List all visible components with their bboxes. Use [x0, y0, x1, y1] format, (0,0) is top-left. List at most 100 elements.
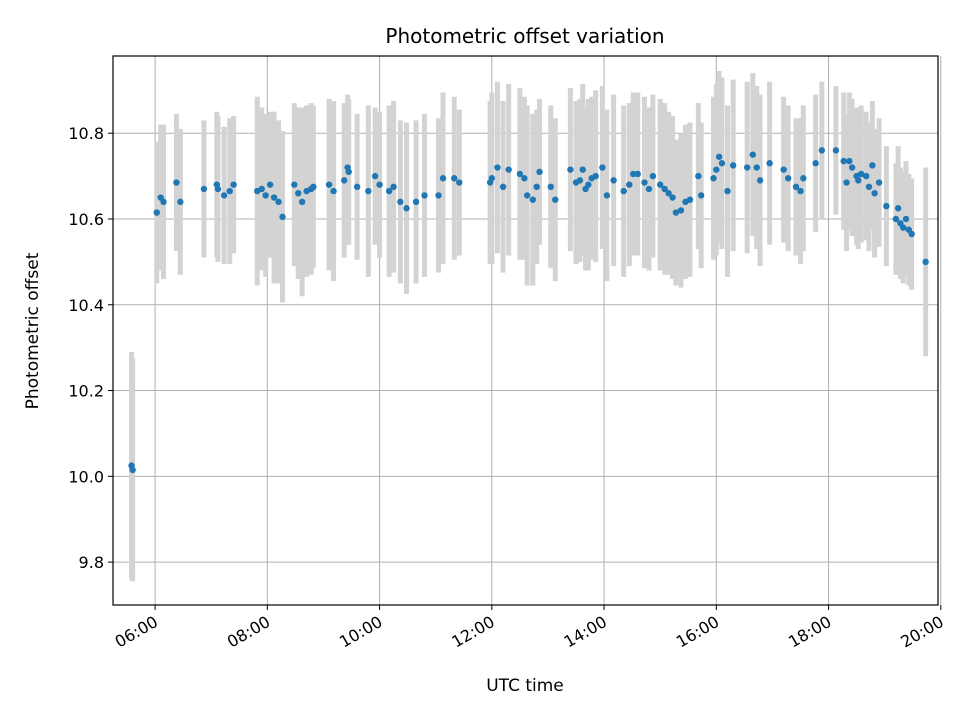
data-points: [128, 147, 929, 474]
data-point: [883, 202, 890, 210]
data-point: [645, 185, 653, 193]
data-point: [620, 187, 627, 195]
data-point: [922, 258, 929, 266]
chart-title: Photometric offset variation: [385, 24, 664, 48]
data-point: [456, 179, 463, 186]
data-point: [677, 207, 685, 214]
data-point: [665, 190, 672, 197]
data-point: [871, 190, 878, 197]
data-point: [295, 190, 302, 197]
data-point: [536, 168, 543, 176]
data-point: [220, 192, 228, 199]
data-point: [266, 181, 274, 188]
data-point: [275, 198, 282, 206]
data-point: [390, 183, 397, 191]
data-point: [848, 164, 856, 171]
data-point: [865, 183, 873, 191]
data-point: [153, 209, 160, 216]
data-point: [298, 198, 306, 206]
data-point: [403, 205, 410, 212]
data-point: [226, 187, 233, 195]
data-point: [697, 192, 705, 199]
data-point: [160, 198, 167, 206]
data-point: [843, 179, 850, 186]
data-point: [421, 192, 428, 199]
data-point: [626, 181, 633, 188]
data-point: [724, 187, 731, 195]
data-point: [599, 164, 606, 171]
data-point: [291, 181, 298, 188]
data-point: [695, 172, 702, 180]
data-point: [649, 172, 657, 180]
data-point: [262, 192, 269, 199]
y-axis-label: Photometric offset: [23, 252, 43, 409]
y-tick-label: 10.8: [68, 124, 104, 143]
data-point: [552, 196, 559, 203]
data-point: [800, 175, 807, 182]
data-point: [533, 183, 540, 191]
data-point: [630, 170, 637, 178]
data-point: [310, 183, 317, 191]
data-point: [494, 164, 501, 171]
data-point: [784, 175, 792, 182]
data-point: [214, 185, 222, 193]
data-point: [258, 185, 265, 193]
data-point: [892, 215, 900, 223]
y-tick-label: 9.8: [79, 553, 104, 572]
data-point: [855, 177, 862, 184]
data-point: [230, 181, 237, 188]
data-point: [499, 183, 507, 191]
data-point: [270, 194, 278, 201]
data-point: [743, 164, 751, 171]
data-point: [435, 192, 442, 199]
y-tick-label: 10.0: [68, 467, 104, 486]
data-point: [812, 160, 819, 167]
data-point: [579, 166, 586, 173]
data-point: [840, 157, 847, 165]
data-point: [385, 187, 393, 195]
data-point: [656, 181, 664, 188]
data-point: [200, 185, 208, 193]
data-point: [792, 183, 800, 191]
data-point: [353, 183, 361, 191]
data-point: [869, 162, 876, 169]
y-tick-label: 10.6: [68, 210, 104, 229]
data-point: [129, 466, 136, 474]
data-point: [279, 213, 286, 221]
data-point: [713, 166, 720, 173]
data-point: [686, 196, 694, 203]
data-point: [797, 187, 804, 195]
data-point: [365, 187, 372, 195]
data-point: [341, 177, 348, 184]
data-point: [902, 215, 910, 223]
data-point: [900, 224, 907, 231]
data-point: [585, 181, 592, 188]
data-point: [567, 166, 574, 173]
data-point: [592, 172, 599, 180]
data-point: [780, 166, 787, 173]
data-point: [412, 198, 420, 206]
data-point: [547, 183, 554, 191]
data-point: [439, 175, 447, 182]
data-point: [345, 168, 352, 176]
data-point: [710, 175, 717, 182]
data-point: [505, 166, 512, 173]
data-point: [908, 230, 915, 238]
data-point: [669, 194, 676, 201]
data-point: [729, 162, 737, 169]
data-point: [766, 160, 773, 167]
data-point: [521, 175, 528, 182]
data-point: [603, 192, 611, 199]
data-point: [177, 198, 184, 206]
data-point: [523, 192, 531, 199]
data-point: [634, 170, 641, 178]
data-point: [661, 185, 668, 193]
data-point: [756, 177, 764, 184]
y-tick-label: 10.4: [68, 296, 104, 315]
data-point: [576, 177, 584, 184]
y-axis-ticks: 9.8 10.0 10.2 10.4 10.6 10.8: [68, 124, 113, 572]
data-point: [862, 172, 870, 180]
data-point: [718, 160, 726, 167]
data-point: [173, 179, 180, 186]
